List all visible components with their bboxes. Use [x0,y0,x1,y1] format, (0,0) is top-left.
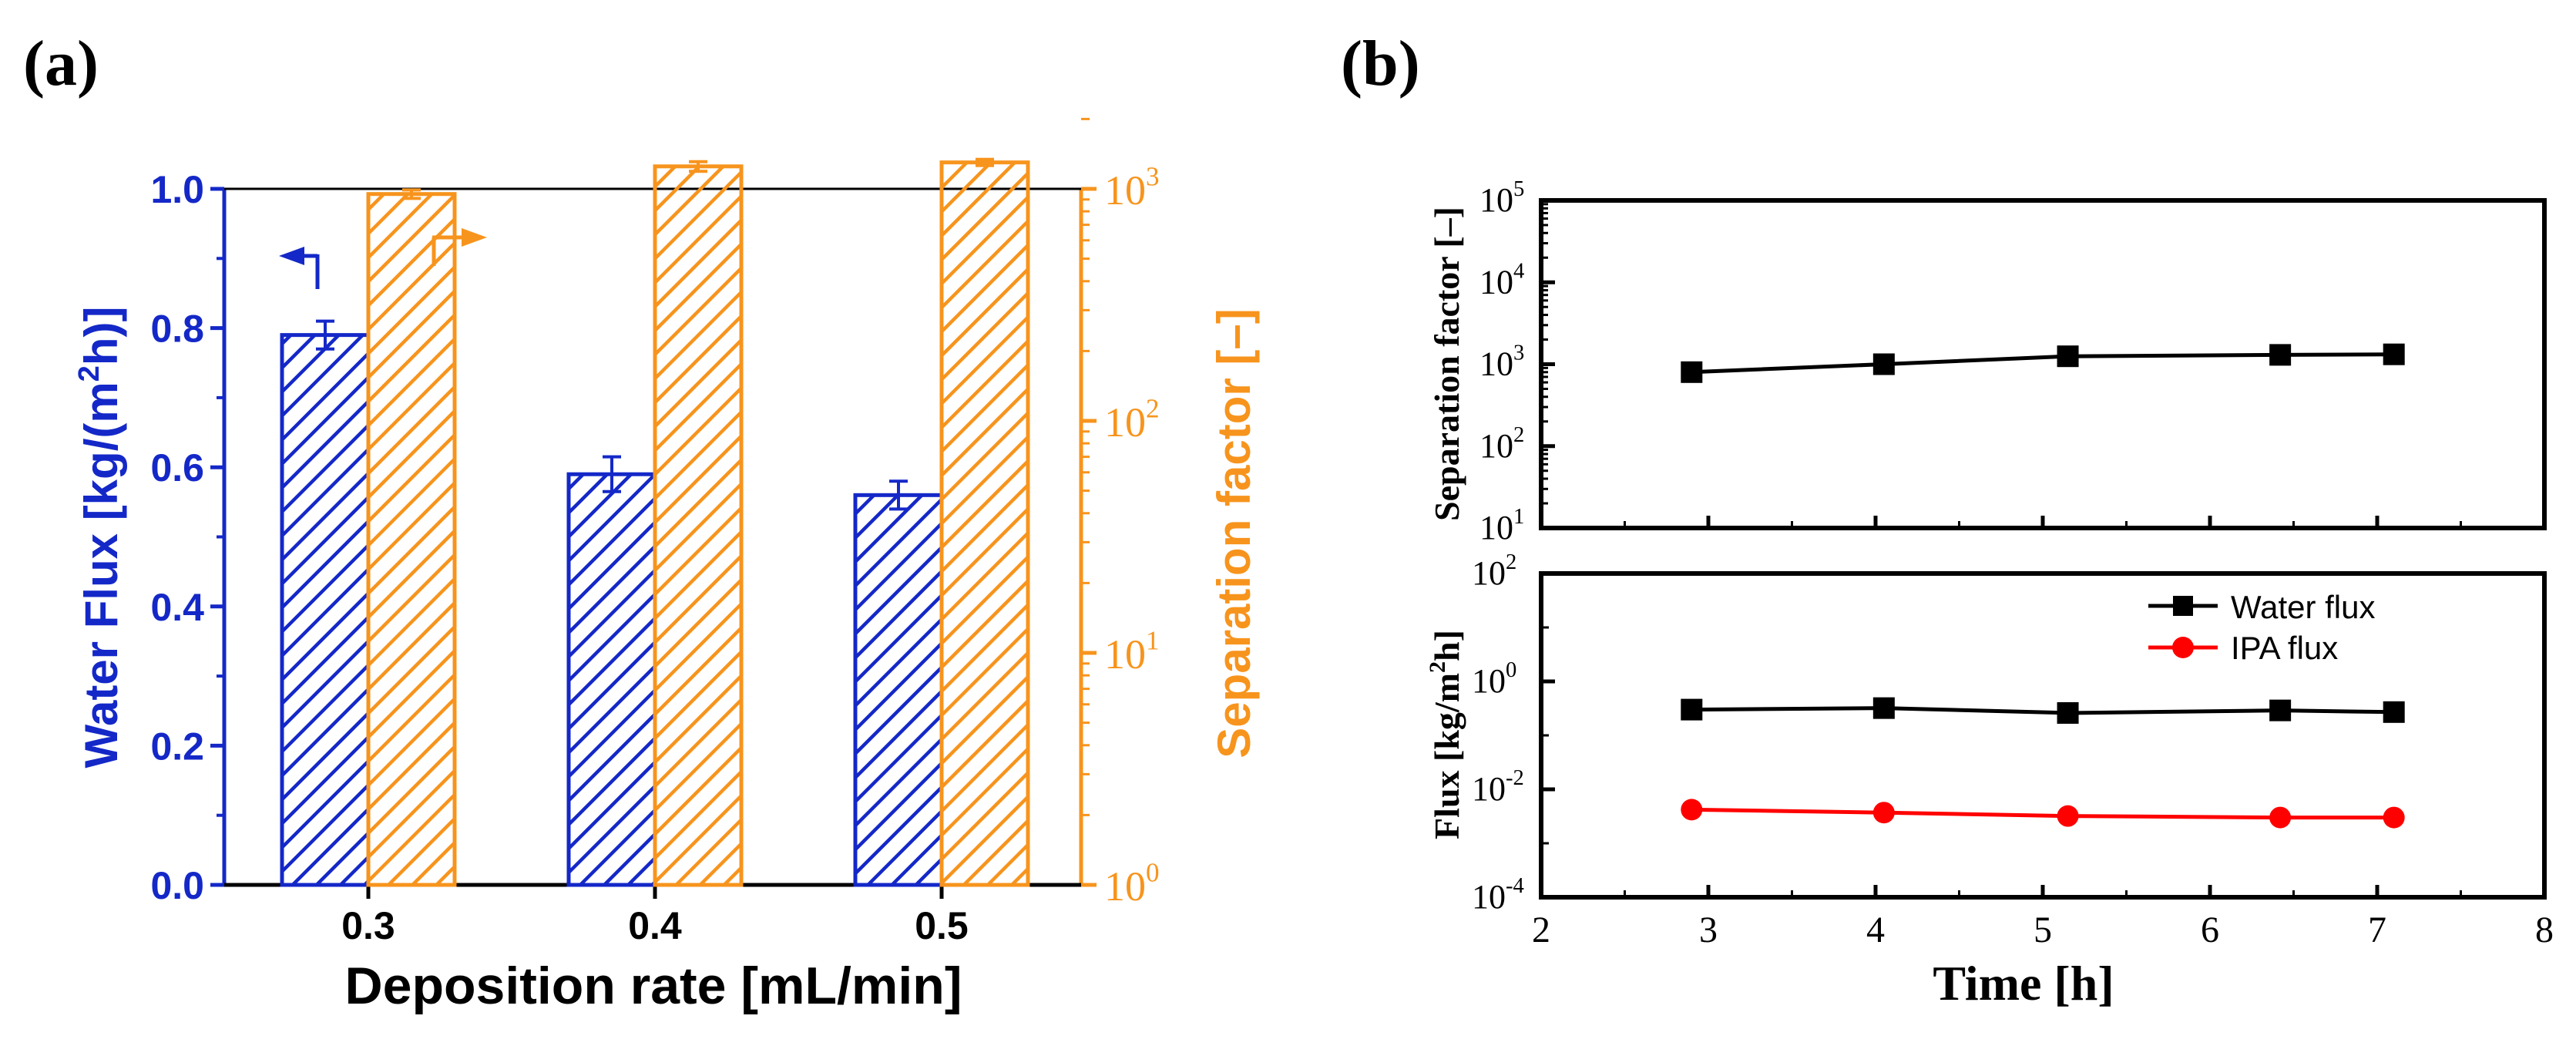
top-y-tick-label: 103 [1479,341,1524,383]
panel-a-x-axis-title: Deposition rate [mL/min] [345,957,962,1015]
water-flux-error-bar [889,479,908,511]
water-flux-point [2269,699,2292,721]
left-axis-arrow-icon [279,247,320,289]
bottom-y-tick-label: 102 [1472,550,1516,592]
x-tick-label: 0.3 [341,904,395,947]
x-tick-label: 2 [1532,910,1550,950]
separation-factor-error-bar [402,188,421,200]
separation-factor-point [1872,353,1895,375]
left-tick-label: 0.4 [150,586,204,629]
panel-b-top-y-ticks: 101 102 103 104 105 [1479,177,1555,547]
panel-b-legend: Water flux IPA flux [2148,589,2375,666]
panel-b-bottom-plot-frame [1539,571,2547,900]
x-tick-label: 8 [2535,910,2554,950]
water-flux-point [2057,701,2079,724]
panel-a-right-ticks: 100 101 102 103 [1081,117,1160,910]
water-flux-point [2383,701,2405,723]
bottom-y-tick-label: 100 [1472,658,1516,700]
right-tick-label: 100 [1104,858,1160,910]
panel-b-x-axis-title: Time [h] [1933,956,2114,1011]
separation-factor-bar [366,192,457,887]
left-tick-label: 0.6 [150,446,204,489]
legend-item-water-flux: Water flux [2148,589,2375,625]
panel-a-bars [280,157,1030,887]
panel-a-right-axis-title: Separation factor [–] [1208,308,1260,758]
bottom-y-tick-label: 10-4 [1472,874,1524,916]
left-tick-label: 0.0 [150,864,204,907]
x-tick-label: 4 [1866,910,1885,950]
panel-b-label: (b) [1341,28,1420,99]
water-flux-bar [853,493,944,887]
legend-item-ipa-flux: IPA flux [2148,630,2338,666]
top-y-tick-label: 104 [1479,259,1524,301]
x-tick-label: 6 [2201,910,2219,950]
x-tick-label: 3 [1699,910,1718,950]
left-tick-label: 1.0 [150,168,204,211]
panel-a-left-axis-title: Water Flux [kg/(m2h)] [73,307,127,769]
water-flux-point [1681,698,1703,721]
legend-label-water-flux: Water flux [2231,589,2375,625]
separation-factor-error-bar [689,160,707,173]
panel-b-bottom-y-ticks: 10-4 10-2 100 102 [1472,550,1555,916]
separation-factor-point [1681,361,1703,383]
x-tick-label: 7 [2368,910,2386,950]
bottom-y-tick-label: 10-2 [1472,766,1524,808]
legend-label-ipa-flux: IPA flux [2231,630,2338,666]
panel-a-label: (a) [23,28,99,99]
separation-factor-error-bar [976,157,994,167]
panel-b-top-series [1681,343,2405,383]
separation-factor-point [2269,344,2292,366]
x-tick-label: 0.5 [915,904,969,947]
ipa-flux-point [2269,806,2292,829]
panel-b-bottom-series [1681,697,2405,829]
top-y-tick-label: 101 [1479,505,1524,547]
water-flux-error-bar [316,319,334,351]
panel-b-top-y-axis-title: Separation factor [–] [1427,207,1466,521]
separation-factor-bar [653,164,744,887]
panel-a-left-ticks: 0.0 0.2 0.4 0.6 0.8 1.0 [150,168,224,907]
panel-a-x-ticks: 0.3 0.4 0.5 [341,885,969,947]
panel-b-bottom-y-axis-title: Flux [kg/m2h] [1425,630,1466,839]
water-flux-point [1872,697,1895,719]
water-flux-error-bar [603,455,621,493]
x-tick-label: 0.4 [628,904,682,947]
top-y-tick-label: 105 [1479,177,1524,219]
separation-factor-bar [939,160,1030,887]
left-tick-label: 0.2 [150,725,204,768]
water-flux-bar [566,472,657,887]
separation-factor-point [2057,345,2079,368]
separation-factor-point [2383,343,2405,365]
right-tick-label: 102 [1104,394,1160,446]
ipa-flux-point [1681,799,1703,821]
ipa-flux-point [2057,805,2079,827]
right-axis-arrow-icon [432,228,487,266]
ipa-flux-point [1872,802,1895,824]
right-tick-label: 103 [1104,162,1160,214]
left-tick-label: 0.8 [150,308,204,351]
top-y-tick-label: 102 [1479,423,1524,465]
panel-b-x-ticks: 2 3 4 5 6 7 8 [1532,516,2554,950]
x-tick-label: 5 [2034,910,2052,950]
ipa-flux-point [2383,806,2405,829]
right-tick-label: 101 [1104,626,1160,678]
water-flux-bar [280,333,371,887]
